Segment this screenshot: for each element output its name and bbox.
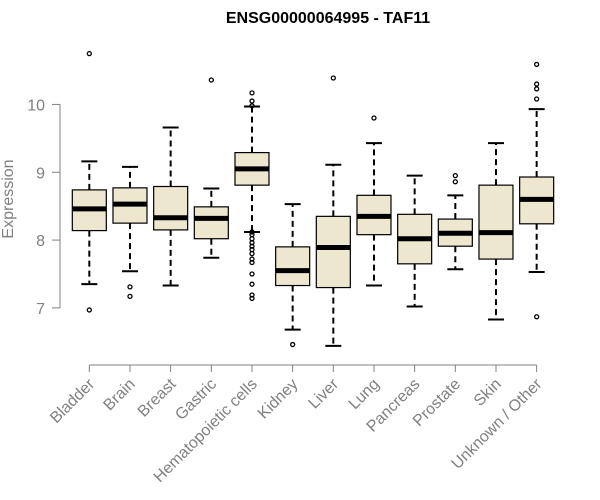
outlier-point (534, 86, 540, 92)
outlier-point (249, 103, 255, 109)
outlier-point (534, 314, 540, 320)
box-iqr (478, 184, 514, 260)
box-group-7 (356, 115, 392, 287)
box-group-0 (71, 50, 107, 313)
y-tick-label: 8 (36, 233, 45, 250)
box-group-3 (193, 77, 229, 259)
outlier-point (249, 256, 255, 262)
box-group-11 (519, 61, 555, 320)
outlier-point (249, 236, 255, 242)
box-group-5 (275, 203, 311, 348)
outlier-point (290, 341, 296, 348)
x-tick-label: Skin (471, 376, 505, 410)
y-tick-label: 10 (27, 97, 45, 114)
outlier-point (534, 96, 540, 102)
outlier-point (534, 81, 540, 87)
box-group-2 (153, 126, 189, 287)
outlier-point (208, 77, 214, 83)
outlier-point (127, 293, 133, 300)
box-iqr (315, 215, 351, 289)
outlier-point (86, 50, 92, 57)
x-tick-label: Brain (100, 376, 138, 414)
x-tick-label: Bladder (47, 375, 98, 426)
y-tick-label: 9 (36, 165, 45, 182)
chart-title: ENSG00000064995 - TAF11 (226, 10, 430, 27)
box-group-9 (437, 173, 473, 271)
outlier-point (249, 240, 255, 246)
outlier-point (249, 251, 255, 257)
x-tick-label: Kidney (255, 376, 302, 423)
outlier-point (249, 281, 255, 287)
x-tick-label: Liver (306, 375, 343, 412)
outlier-point (249, 90, 255, 96)
outlier-point (371, 115, 377, 121)
box-iqr (193, 206, 229, 240)
box-group-10 (478, 142, 514, 321)
outlier-point (452, 173, 458, 179)
outlier-point (330, 75, 336, 81)
boxes-layer (71, 50, 555, 348)
outlier-point (534, 61, 540, 68)
y-axis: 7 8 9 10 (27, 97, 61, 318)
box-group-6 (315, 75, 351, 347)
box-iqr (275, 246, 311, 287)
outlier-point (452, 179, 458, 185)
outlier-point (249, 98, 255, 104)
box-group-4 (234, 90, 270, 302)
outlier-point (249, 271, 255, 277)
outlier-point (127, 284, 133, 290)
box-iqr (153, 185, 189, 231)
x-tick-label: Lung (346, 376, 383, 413)
box-group-1 (112, 165, 148, 300)
y-tick-label: 7 (36, 301, 45, 318)
outlier-point (249, 292, 255, 298)
y-axis-label: Expression (0, 159, 17, 238)
outlier-point (249, 229, 255, 235)
outlier-point (86, 307, 92, 313)
outlier-point (249, 232, 255, 238)
box-group-8 (397, 174, 433, 308)
